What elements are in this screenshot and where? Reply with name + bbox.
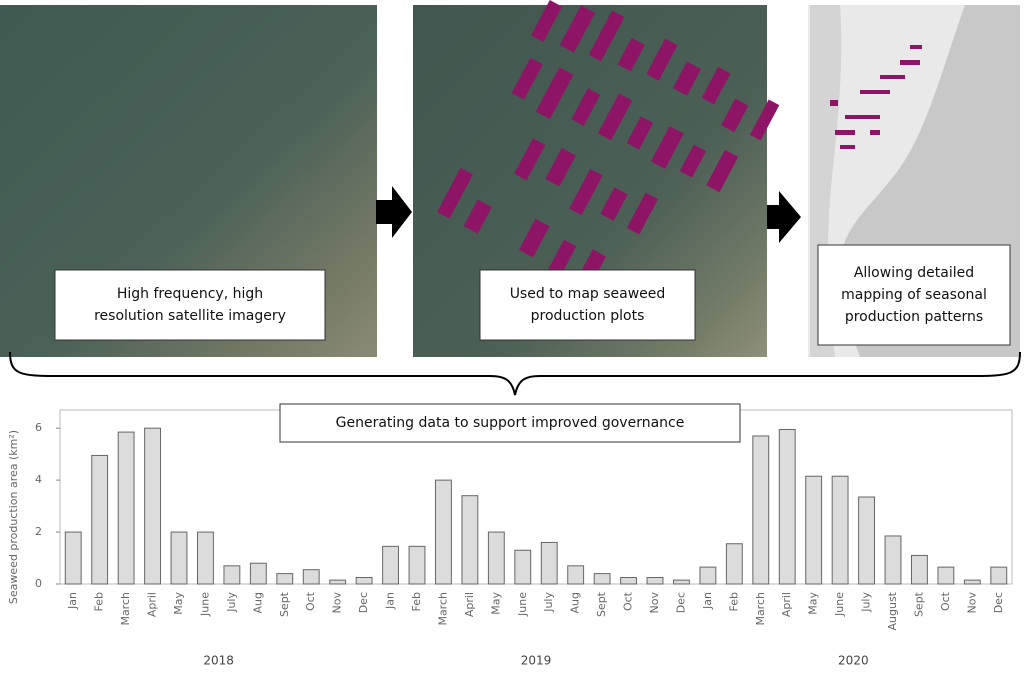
x-tick-label: June [516,592,529,617]
bar [911,554,928,585]
y-tick-label: 0 [35,577,42,590]
bar [620,577,637,585]
bar [646,577,664,585]
x-tick-label: July [860,592,873,613]
bar [223,565,241,585]
banner-box [279,403,741,443]
brace [9,351,1021,396]
caption-line: mapping of seasonal [841,287,987,303]
caption-box [479,269,696,341]
bar [990,566,1008,585]
bar [884,535,902,585]
bar [302,569,320,585]
bar [435,479,452,585]
x-tick-label: Nov [648,592,661,614]
x-tick-label: May [489,592,502,615]
x-tick-label: March [436,592,449,626]
x-tick-label: Aug [569,592,582,613]
caption-line: production patterns [845,309,983,325]
bar [461,495,479,585]
arrow [767,191,801,243]
bar [91,454,109,585]
y-axis-label: Seaweed production area (km²) [7,430,20,604]
x-tick-label: Aug [251,592,264,613]
arrow [376,186,412,238]
bar [487,531,505,585]
x-tick-label: Jan [701,592,714,610]
x-tick-label: Feb [727,592,740,611]
x-tick-label: Dec [674,592,687,613]
x-tick-label: June [833,592,846,617]
x-tick-label: August [886,591,899,630]
production-dots [830,45,922,149]
bar [170,531,188,585]
bar [778,428,796,585]
x-tick-label: Feb [93,592,106,611]
bar [567,565,585,585]
bar [937,566,955,585]
x-tick-label: July [225,592,238,613]
x-tick-label: Oct [939,591,952,611]
caption-line: resolution satellite imagery [94,308,286,324]
bar [276,573,294,585]
x-tick-label: Sept [278,591,291,617]
x-tick-label: Jan [384,592,397,610]
x-tick-label: Sept [912,591,925,617]
caption-box [817,244,1011,346]
bar [593,573,611,585]
bar [805,475,823,585]
bar [963,579,981,585]
x-tick-label: Jan [66,592,79,610]
bar [673,579,690,585]
caption-box [54,269,326,341]
caption-line: Used to map seaweed [510,286,666,302]
x-tick-label: Oct [304,591,317,611]
bar [64,531,82,585]
x-tick-label: Nov [331,592,344,614]
bar [144,427,161,585]
y-tick-label: 2 [35,525,42,538]
x-tick-label: Nov [965,592,978,614]
bar [514,549,532,585]
bar [752,435,770,585]
bar [540,541,558,585]
x-tick-label: March [119,592,132,626]
x-tick-label: Oct [622,591,635,611]
x-tick-label: April [463,592,476,617]
caption-line: High frequency, high [117,286,263,302]
x-tick-label: May [172,592,185,615]
x-tick-label: Dec [357,592,370,613]
x-tick-label: May [807,592,820,615]
x-tick-label: Feb [410,592,423,611]
y-tick-label: 6 [35,421,42,434]
bar [117,431,135,585]
banner-text: Generating data to support improved gove… [336,415,685,431]
year-label: 2018 [203,654,234,668]
x-tick-label: Sept [595,591,608,617]
bar [382,545,399,585]
bar [831,475,849,585]
bar [355,577,373,585]
bar [408,545,426,585]
caption-line: Allowing detailed [854,265,974,281]
x-tick-label: March [754,592,767,626]
bar [329,579,347,585]
x-tick-label: Dec [992,592,1005,613]
bar [249,562,267,585]
bar [858,496,875,585]
x-tick-label: April [780,592,793,617]
x-tick-label: April [146,592,159,617]
bar [699,566,717,585]
year-label: 2020 [838,654,869,668]
y-tick-label: 4 [35,473,42,486]
x-tick-label: July [542,592,555,613]
bar [197,531,214,585]
year-label: 2019 [521,654,552,668]
seaweed-plots [437,0,780,283]
x-tick-label: June [198,592,211,617]
caption-line: production plots [531,308,645,324]
bar [725,543,743,585]
